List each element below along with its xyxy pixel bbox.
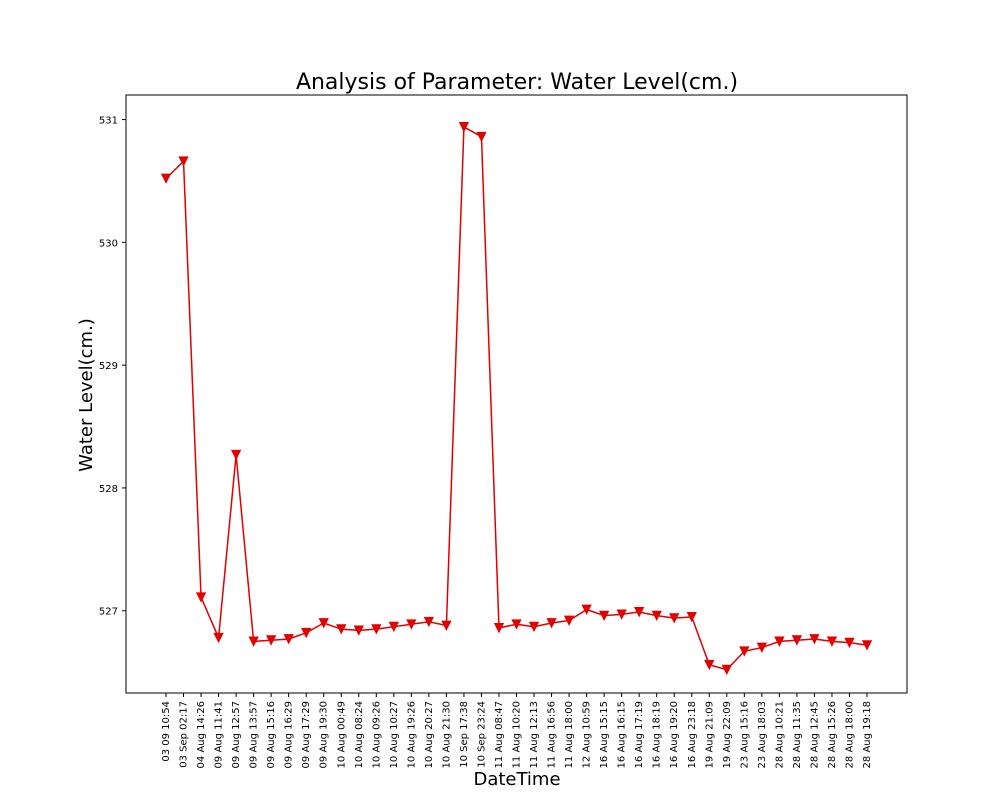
data-point-marker (160, 173, 172, 184)
x-tick-label: 09 Aug 13:57 (249, 701, 260, 768)
x-tick-label: 28 Aug 11:35 (792, 701, 803, 768)
data-point-marker (423, 616, 435, 628)
x-tick-label: 10 Aug 20:27 (424, 701, 435, 768)
data-point-marker (598, 610, 610, 622)
data-point-marker (441, 620, 452, 631)
x-tick-label: 10 Aug 00:49 (336, 701, 347, 768)
y-axis-ticks: 527 528 529 530 531 (99, 116, 126, 618)
x-tick-label: 10 Sep 17:38 (459, 701, 470, 768)
data-point-marker (511, 619, 522, 630)
x-tick-label: 10 Sep 23:24 (476, 701, 487, 768)
data-point-marker (546, 618, 557, 629)
x-tick-label: 28 Aug 12:45 (809, 701, 820, 768)
data-point-marker (476, 131, 487, 143)
x-tick-label: 11 Aug 16:56 (547, 701, 558, 768)
data-point-marker (458, 122, 470, 133)
y-tick-label: 529 (99, 361, 118, 372)
data-point-marker (266, 635, 277, 646)
data-point-marker (686, 611, 697, 623)
x-tick-label: 12 Aug 10:59 (582, 701, 593, 768)
y-tick-label: 528 (99, 484, 118, 495)
x-tick-label: 09 Aug 17:29 (301, 701, 312, 768)
x-tick-label: 10 Aug 09:26 (371, 701, 382, 768)
x-tick-label: 04 Aug 14:26 (196, 701, 207, 768)
data-point-marker (528, 621, 540, 633)
data-point-marker (581, 604, 592, 615)
data-point-marker (213, 632, 224, 644)
x-tick-label: 28 Aug 10:21 (774, 701, 785, 768)
data-point-marker (739, 646, 750, 657)
x-tick-label: 16 Aug 16:15 (617, 701, 628, 768)
data-point-marker (493, 623, 505, 634)
x-tick-label: 19 Aug 22:09 (722, 701, 733, 768)
y-tick-label: 531 (99, 116, 118, 127)
chart-title: Analysis of Parameter: Water Level(cm.) (296, 70, 738, 95)
data-point-marker (195, 592, 207, 603)
data-point-marker (756, 642, 767, 653)
data-point-marker (301, 627, 312, 639)
x-tick-label: 03 Sep 02:17 (179, 701, 190, 768)
data-point-marker (336, 624, 347, 635)
y-axis-title: Water Level(cm.) (76, 318, 97, 472)
x-tick-label: 11 Aug 08:47 (494, 701, 505, 768)
data-point-marker (248, 636, 259, 647)
data-point-marker (318, 618, 329, 629)
data-point-marker (283, 634, 294, 645)
data-point-marker (774, 636, 785, 647)
x-tick-label: 16 Aug 23:18 (687, 701, 698, 768)
data-point-marker (704, 659, 715, 671)
data-point-marker (230, 449, 242, 461)
data-point-marker (826, 636, 838, 647)
x-tick-label: 16 Aug 18:19 (652, 701, 663, 768)
x-tick-label: 11 Aug 12:13 (529, 701, 540, 768)
x-tick-label: 11 Aug 18:00 (564, 701, 575, 768)
x-tick-label: 23 Aug 15:16 (739, 701, 750, 768)
data-point-marker (388, 621, 399, 633)
data-point-marker (809, 634, 820, 645)
x-tick-label: 09 Aug 15:16 (266, 701, 277, 768)
data-point-marker (563, 615, 575, 626)
data-point-marker (844, 637, 855, 649)
x-tick-label: 16 Aug 17:19 (634, 701, 645, 768)
data-point-marker (616, 609, 627, 620)
series-markers (160, 122, 873, 676)
x-tick-label: 10 Aug 21:30 (441, 701, 452, 768)
x-tick-label: 19 Aug 21:09 (704, 701, 715, 768)
data-point-marker (178, 156, 189, 167)
y-tick-label: 527 (99, 607, 118, 618)
x-tick-label: 09 Aug 12:57 (231, 701, 242, 768)
x-axis-ticks: 03 09 10:54 03 Sep 02:17 04 Aug 14:26 09 Au… (161, 693, 873, 768)
x-tick-label: 10 Aug 08:24 (354, 701, 365, 768)
x-tick-label: 23 Aug 18:03 (757, 701, 768, 768)
x-tick-label: 10 Aug 19:26 (406, 701, 417, 768)
x-tick-label: 09 Aug 19:30 (319, 701, 330, 768)
data-point-marker (371, 624, 382, 635)
data-point-marker (791, 635, 803, 646)
data-point-marker (634, 607, 645, 618)
x-tick-label: 10 Aug 10:27 (389, 701, 400, 768)
data-point-marker (651, 610, 662, 622)
y-tick-label: 530 (99, 238, 118, 249)
data-point-marker (721, 664, 732, 676)
x-tick-label: 28 Aug 19:18 (862, 701, 873, 768)
x-tick-label: 03 09 10:54 (161, 701, 172, 762)
x-tick-label: 11 Aug 10:20 (512, 701, 523, 768)
series-line (165, 125, 868, 671)
data-point-marker (406, 619, 417, 630)
data-point-marker (669, 613, 680, 624)
x-tick-label: 09 Aug 16:29 (284, 701, 295, 768)
plot-area-frame (125, 94, 908, 694)
x-axis-title: DateTime (473, 769, 560, 790)
x-tick-label: 28 Aug 18:00 (844, 701, 855, 768)
x-tick-label: 28 Aug 15:26 (827, 701, 838, 768)
data-point-marker (353, 625, 364, 636)
x-tick-label: 16 Aug 15:15 (599, 701, 610, 768)
data-point-marker (861, 640, 873, 651)
x-tick-label: 09 Aug 11:41 (214, 701, 225, 768)
x-tick-label: 16 Aug 19:20 (669, 701, 680, 768)
